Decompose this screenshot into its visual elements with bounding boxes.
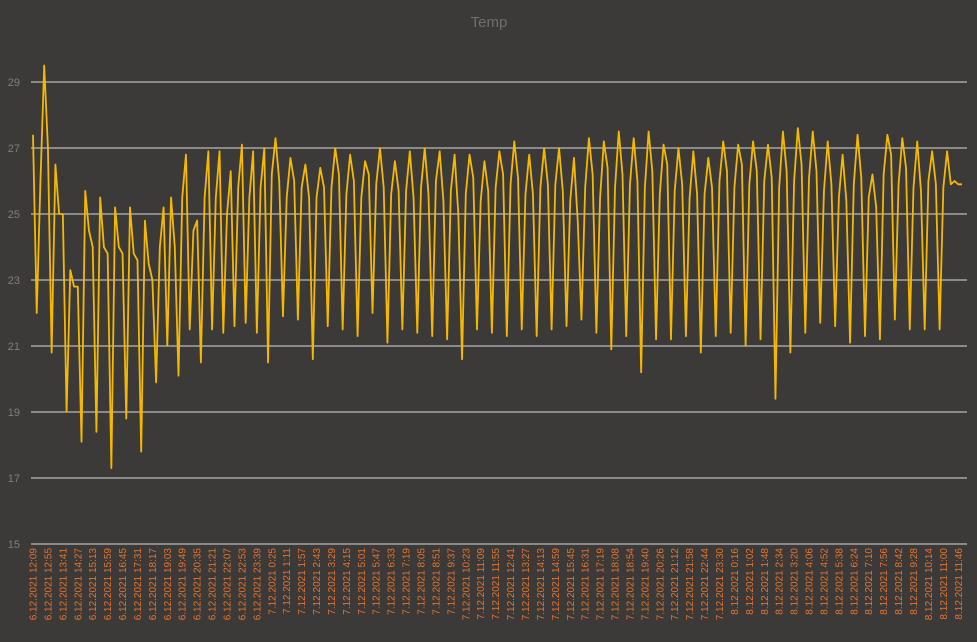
x-tick-label: 7.12.2021 5:47 <box>372 548 383 615</box>
x-tick-label: 6.12.2021 19:49 <box>178 548 189 621</box>
x-tick-label: 8.12.2021 9:28 <box>909 548 920 615</box>
x-tick-label: 6.12.2021 21:21 <box>208 548 219 621</box>
x-tick-label: 7.12.2021 20:26 <box>655 548 666 621</box>
x-tick-label: 6.12.2021 15:13 <box>88 548 99 621</box>
x-tick-label: 6.12.2021 15:59 <box>103 548 114 621</box>
x-tick-label: 6.12.2021 12:55 <box>43 548 54 621</box>
y-tick-label: 29 <box>8 77 20 89</box>
x-tick-label: 8.12.2021 7:10 <box>864 548 875 615</box>
x-tick-label: 7.12.2021 23:30 <box>715 548 726 621</box>
y-tick-label: 17 <box>8 473 20 485</box>
x-tick-label: 6.12.2021 13:41 <box>58 548 69 621</box>
x-tick-label: 8.12.2021 7:56 <box>879 548 890 615</box>
x-tick-label: 8.12.2021 3:20 <box>790 548 801 615</box>
x-tick-label: 7.12.2021 15:45 <box>566 548 577 621</box>
x-tick-label: 8.12.2021 11:00 <box>939 548 950 620</box>
x-tick-label: 8.12.2021 10:14 <box>924 548 935 621</box>
x-tick-label: 6.12.2021 23:39 <box>252 548 263 621</box>
x-tick-label: 7.12.2021 14:13 <box>536 548 547 621</box>
x-tick-label: 7.12.2021 8:05 <box>417 548 428 615</box>
x-tick-label: 7.12.2021 8:51 <box>431 548 442 615</box>
x-tick-label: 6.12.2021 16:45 <box>118 548 129 621</box>
x-tick-label: 6.12.2021 22:07 <box>223 548 234 621</box>
x-tick-label: 7.12.2021 9:37 <box>446 548 457 615</box>
x-tick-label: 7.12.2021 0:25 <box>267 548 278 615</box>
x-tick-label: 8.12.2021 11:46 <box>954 548 965 620</box>
x-tick-label: 6.12.2021 20:35 <box>193 548 204 621</box>
x-tick-label: 7.12.2021 14:59 <box>551 548 562 621</box>
x-tick-label: 8.12.2021 4:06 <box>805 548 816 615</box>
x-tick-label: 8.12.2021 1:48 <box>760 548 771 615</box>
y-tick-label: 19 <box>8 407 20 419</box>
y-tick-label: 23 <box>8 275 20 287</box>
x-tick-label: 7.12.2021 7:19 <box>402 548 413 615</box>
y-tick-label: 27 <box>8 143 20 155</box>
x-tick-label: 8.12.2021 1:02 <box>745 548 756 615</box>
x-tick-label: 8.12.2021 8:42 <box>894 548 905 615</box>
y-tick-label: 15 <box>8 539 20 551</box>
x-tick-label: 7.12.2021 4:15 <box>342 548 353 615</box>
x-tick-label: 7.12.2021 11:55 <box>491 548 502 620</box>
x-tick-label: 8.12.2021 0:16 <box>730 548 741 615</box>
data-line <box>32 64 962 469</box>
x-tick-label: 6.12.2021 18:17 <box>148 548 159 621</box>
x-tick-label: 7.12.2021 17:19 <box>596 548 607 621</box>
x-tick-label: 7.12.2021 1:11 <box>282 548 293 614</box>
y-tick-label: 25 <box>8 209 20 221</box>
x-tick-label: 8.12.2021 6:24 <box>849 548 860 615</box>
x-tick-label: 7.12.2021 12:41 <box>506 548 517 621</box>
x-tick-label: 7.12.2021 18:08 <box>611 548 622 621</box>
x-tick-label: 7.12.2021 6:33 <box>387 548 398 615</box>
x-tick-label: 6.12.2021 22:53 <box>237 548 248 621</box>
x-tick-label: 7.12.2021 16:31 <box>581 548 592 621</box>
x-tick-label: 6.12.2021 12:09 <box>29 548 40 621</box>
x-tick-label: 6.12.2021 19:03 <box>163 548 174 621</box>
x-tick-label: 7.12.2021 21:58 <box>685 548 696 621</box>
x-tick-label: 7.12.2021 10:23 <box>461 548 472 621</box>
y-tick-label: 21 <box>8 341 20 353</box>
x-tick-label: 7.12.2021 3:29 <box>327 548 338 615</box>
x-tick-label: 7.12.2021 18:54 <box>625 548 636 621</box>
x-tick-label: 8.12.2021 2:34 <box>775 548 786 615</box>
x-tick-label: 7.12.2021 22:44 <box>700 548 711 621</box>
x-tick-label: 7.12.2021 1:57 <box>297 548 308 615</box>
x-tick-label: 6.12.2021 17:31 <box>133 548 144 621</box>
x-tick-label: 8.12.2021 4:52 <box>819 548 830 615</box>
x-tick-label: 7.12.2021 13:27 <box>521 548 532 621</box>
x-tick-label: 6.12.2021 14:27 <box>73 548 84 621</box>
x-tick-label: 7.12.2021 21:12 <box>670 548 681 621</box>
x-tick-label: 7.12.2021 11:09 <box>476 548 487 620</box>
chart-title: Temp <box>471 14 508 31</box>
x-tick-label: 8.12.2021 5:38 <box>834 548 845 615</box>
x-tick-label: 7.12.2021 19:40 <box>640 548 651 621</box>
x-tick-label: 7.12.2021 5:01 <box>357 548 368 615</box>
x-tick-label: 7.12.2021 2:43 <box>312 548 323 615</box>
